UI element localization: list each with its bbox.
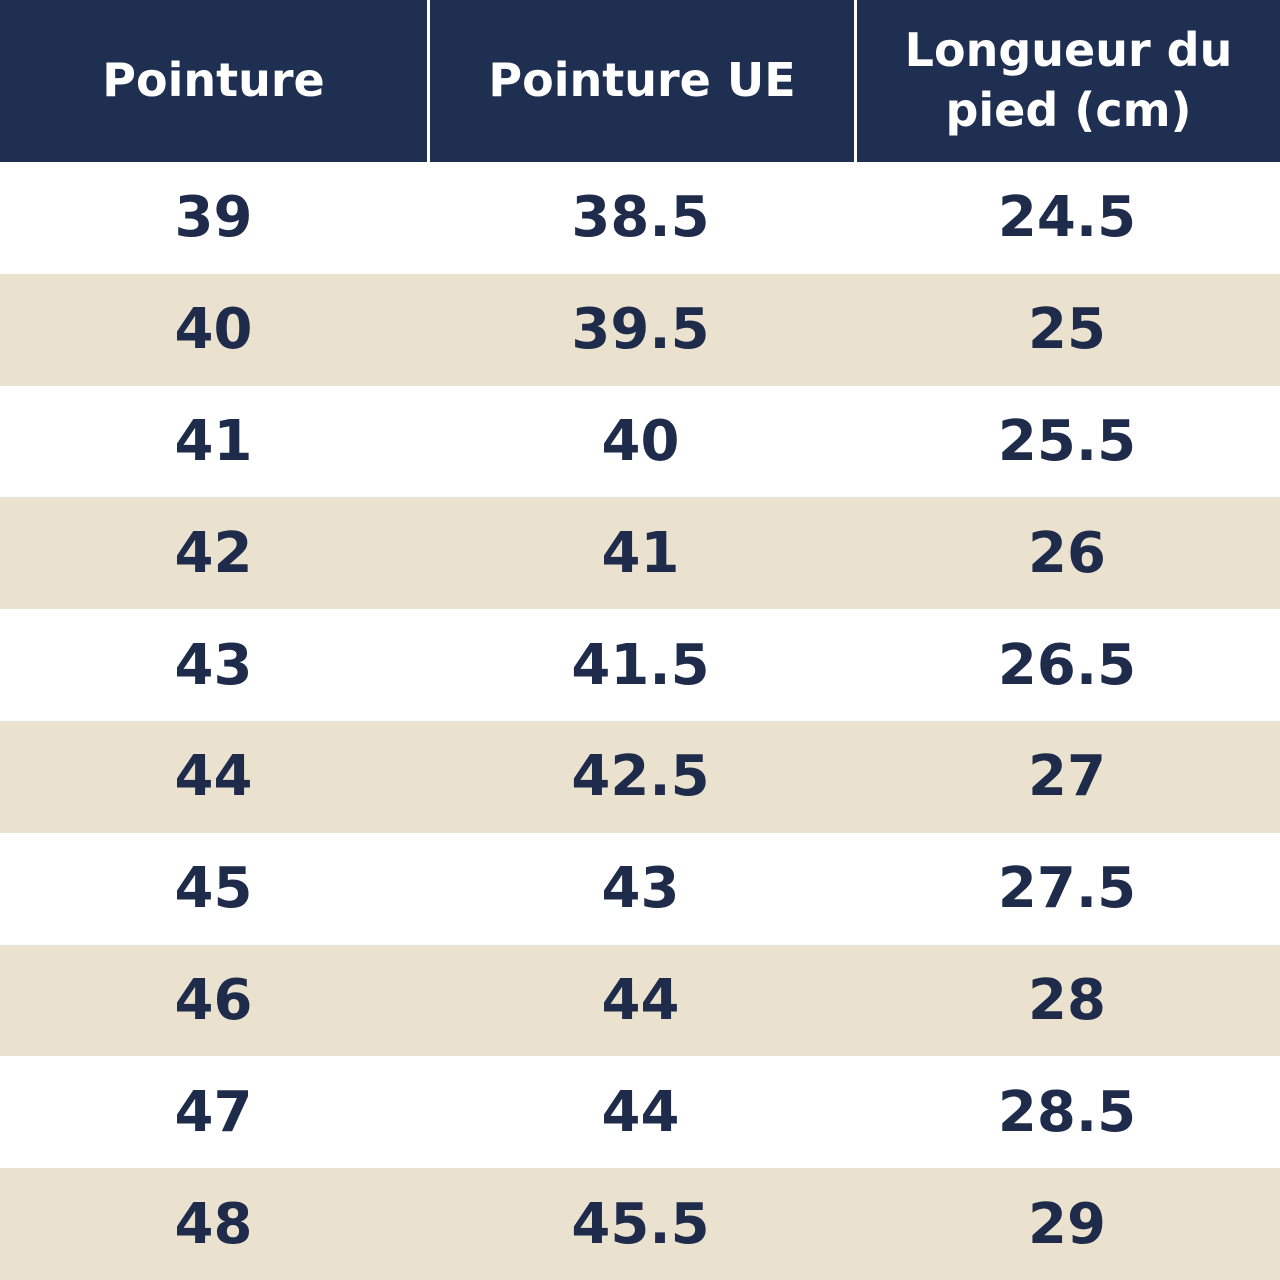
table-cell: 26 (854, 497, 1280, 610)
table-cell: 41 (427, 497, 854, 610)
table-cell: 43 (174, 632, 253, 698)
header-cell: Longueur du pied (cm) (854, 0, 1280, 162)
table-cell: 47 (174, 1079, 253, 1145)
header-cell: Pointure (0, 0, 427, 162)
table-cell: 45 (174, 856, 253, 922)
table-cell: 27.5 (997, 856, 1137, 922)
table-cell: 25.5 (997, 408, 1137, 474)
table-cell: 40 (601, 408, 680, 474)
table-cell: 46 (0, 944, 427, 1057)
table-cell: 42.5 (427, 720, 854, 833)
table-cell: 44 (0, 720, 427, 833)
table-cell: 39.5 (427, 273, 854, 386)
table-cell: 39 (174, 185, 253, 251)
table-cell: 28 (854, 944, 1280, 1057)
table-cell: 44 (427, 944, 854, 1057)
table-cell: 25 (854, 273, 1280, 386)
table-cell: 40 (0, 273, 427, 386)
table-cell: 38.5 (571, 185, 710, 251)
table-cell: 26.5 (997, 632, 1137, 698)
table-cell: 41 (174, 408, 253, 474)
table-cell: 45.5 (427, 1168, 854, 1280)
table-cell: 43 (601, 856, 680, 922)
table-cell: 28.5 (997, 1079, 1137, 1145)
table-cell: 42 (0, 497, 427, 610)
table-cell: 24.5 (997, 185, 1137, 251)
table-cell: 29 (854, 1168, 1280, 1280)
table-cell: 41.5 (571, 632, 710, 698)
table-cell: 48 (0, 1168, 427, 1280)
table-cell: 27 (854, 720, 1280, 833)
table-cell: 44 (601, 1079, 680, 1145)
header-cell: Pointure UE (427, 0, 854, 162)
